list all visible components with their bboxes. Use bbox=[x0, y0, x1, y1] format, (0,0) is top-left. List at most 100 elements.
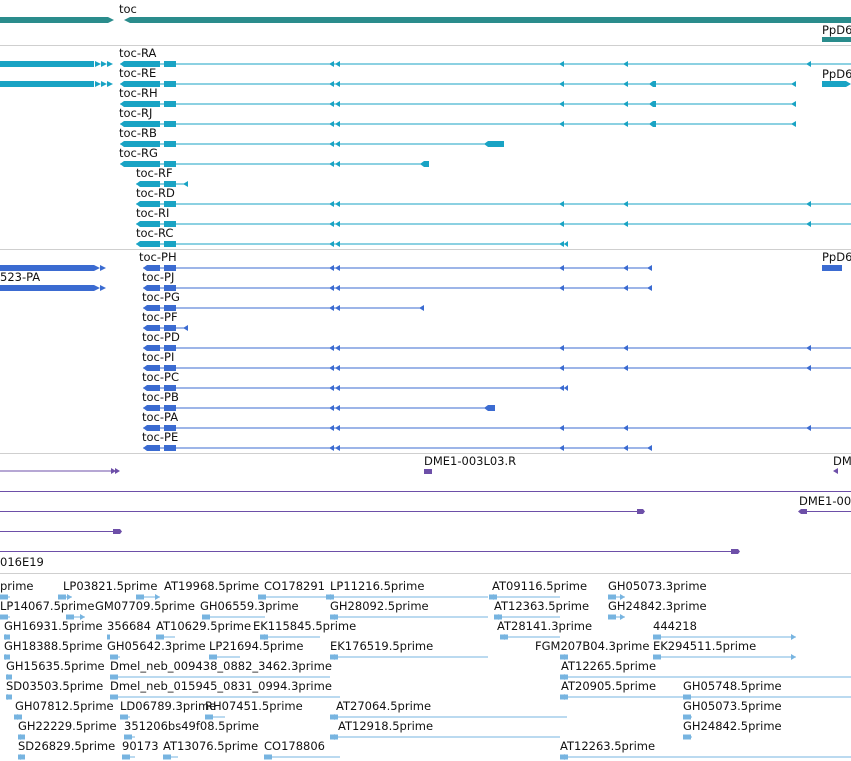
est-feature[interactable]: AT19968.5prime bbox=[136, 579, 259, 600]
arrow-icon bbox=[17, 714, 22, 720]
est-feature[interactable]: SD03503.5prime bbox=[6, 679, 103, 700]
polypeptide-left-feature[interactable] bbox=[0, 265, 94, 271]
gene-toc-bar[interactable] bbox=[124, 17, 851, 23]
polypeptide-toc-pi[interactable]: toc-PI bbox=[142, 350, 851, 371]
est-feature[interactable]: GH18388.5prime bbox=[4, 639, 103, 660]
clone-row-3[interactable]: DME1-00 bbox=[0, 494, 851, 514]
arrow-icon bbox=[791, 634, 796, 640]
arrow-icon bbox=[559, 121, 564, 127]
transcript-left-feature[interactable] bbox=[0, 81, 94, 87]
est-feature[interactable]: 356684 bbox=[107, 619, 151, 640]
polypeptide-toc-pj[interactable]: 523-PA toc-PJ bbox=[0, 270, 652, 291]
est-feature[interactable]: 90173 bbox=[122, 739, 159, 760]
est-feature[interactable]: AT12363.5prime bbox=[494, 599, 589, 620]
est-feature[interactable]: AT12918.5prime bbox=[330, 719, 560, 740]
est-feature[interactable]: GH16931.5prime bbox=[4, 619, 103, 640]
est-feature[interactable]: AT12263.5prime bbox=[560, 739, 851, 760]
arrow-icon bbox=[329, 385, 334, 391]
arrow-icon bbox=[564, 241, 568, 247]
box-icon bbox=[0, 594, 8, 600]
exon bbox=[120, 61, 160, 67]
polypeptide-toc-pb[interactable]: toc-PB bbox=[142, 390, 495, 411]
polypeptide-toc-pc[interactable]: toc-PC bbox=[142, 370, 568, 391]
est-feature[interactable]: prime bbox=[0, 579, 34, 600]
est-feature[interactable]: GH05073.3prime bbox=[608, 579, 707, 600]
est-feature[interactable]: LP11216.5prime bbox=[326, 579, 488, 600]
transcript-toc-rg[interactable]: toc-RG bbox=[119, 146, 429, 167]
clone-row-1[interactable]: DME1-003L03.R DM bbox=[0, 454, 851, 474]
est-feature[interactable]: LP03821.5prime bbox=[58, 579, 157, 600]
polypeptide-toc-pd[interactable]: toc-PD bbox=[142, 330, 851, 351]
est-feature[interactable]: 444218 bbox=[653, 619, 796, 640]
gene-ppd6[interactable]: PpD6 bbox=[822, 23, 851, 42]
clone-row-5[interactable]: 016E19 bbox=[0, 549, 740, 569]
gene-toc[interactable]: toc bbox=[0, 2, 851, 23]
polypeptide-toc-pe[interactable]: toc-PE bbox=[142, 430, 652, 451]
est-feature[interactable]: Dmel_neb_009438_0882_3462.3prime bbox=[110, 659, 332, 680]
est-feature[interactable]: AT10629.5prime bbox=[156, 619, 251, 640]
transcript-toc-rh[interactable]: toc-RH bbox=[119, 86, 796, 107]
arrow-icon bbox=[335, 201, 340, 207]
exon bbox=[420, 161, 429, 167]
transcript-toc-re[interactable]: toc-RE PpD6 bbox=[0, 66, 851, 87]
arrow-icon bbox=[335, 425, 340, 431]
transcript-toc-rf[interactable]: toc-RF bbox=[136, 166, 188, 187]
est-feature[interactable]: FGM207B04.3prime bbox=[535, 639, 649, 660]
arrow-icon bbox=[623, 61, 628, 67]
transcript-toc-rc[interactable]: toc-RC bbox=[136, 226, 568, 247]
est-feature[interactable]: GH22229.5prime bbox=[18, 719, 117, 740]
est-feature[interactable]: AT28141.3prime bbox=[497, 619, 592, 640]
est-feature[interactable]: CO178806 bbox=[264, 739, 340, 760]
polypeptide-toc-pg[interactable]: toc-PG bbox=[142, 290, 424, 311]
polypeptide-left-feature[interactable] bbox=[0, 285, 94, 291]
polypeptide-toc-pf[interactable]: toc-PF bbox=[142, 310, 188, 331]
est-feature[interactable]: GH05642.3prime bbox=[107, 639, 206, 660]
est-feature[interactable]: GH06559.3prime bbox=[200, 599, 299, 620]
est-feature[interactable]: GH24842.5prime bbox=[683, 719, 782, 740]
est-feature[interactable]: EK294511.5prime bbox=[653, 639, 796, 660]
transcript-toc-ra[interactable]: toc-RA bbox=[0, 46, 851, 67]
box-icon bbox=[58, 594, 66, 600]
est-feature[interactable]: EK176519.5prime bbox=[330, 639, 488, 660]
est-feature[interactable]: LP21694.5prime bbox=[209, 639, 303, 660]
box-icon bbox=[653, 654, 661, 660]
transcript-ppd6[interactable] bbox=[822, 81, 846, 87]
est-feature[interactable]: GH07812.5prime bbox=[14, 699, 114, 720]
est-feature[interactable]: AT27064.5prime bbox=[330, 699, 567, 720]
est-feature[interactable]: GH24842.3prime bbox=[608, 599, 707, 620]
est-feature[interactable]: GH05073.5prime bbox=[683, 699, 782, 720]
transcript-toc-rd[interactable]: toc-RD bbox=[136, 186, 851, 207]
est-feature[interactable]: GH28092.5prime bbox=[330, 599, 488, 620]
transcript-toc-rb[interactable]: toc-RB bbox=[119, 126, 504, 147]
transcript-left-feature[interactable] bbox=[0, 61, 94, 67]
est-feature[interactable]: Dmel_neb_015945_0831_0994.3prime bbox=[110, 679, 340, 700]
clone-label: DME1-003L03.R bbox=[424, 454, 516, 468]
gene-ppd6-bar[interactable] bbox=[822, 37, 851, 42]
polypeptide-toc-ph[interactable]: toc-PH PpD6 bbox=[0, 250, 851, 271]
est-feature[interactable]: AT12265.5prime bbox=[560, 659, 851, 680]
clone-row-4[interactable] bbox=[0, 529, 122, 534]
transcript-toc-rj[interactable]: toc-RJ bbox=[119, 106, 796, 127]
est-feature[interactable]: EK115845.5prime bbox=[253, 619, 356, 640]
arrow-icon bbox=[560, 654, 565, 660]
arrow-icon bbox=[329, 121, 334, 127]
est-label: LP03821.5prime bbox=[63, 579, 157, 593]
arrow-icon bbox=[559, 285, 564, 291]
transcript-toc-ri[interactable]: toc-RI bbox=[136, 206, 851, 227]
exon bbox=[136, 221, 160, 227]
est-feature[interactable]: GH05748.5prime bbox=[683, 679, 782, 700]
est-feature[interactable]: GM07709.5prime bbox=[66, 599, 195, 620]
est-feature[interactable]: AT20905.5prime bbox=[560, 679, 851, 700]
gene-left-feature[interactable] bbox=[0, 17, 108, 23]
est-feature[interactable]: LP14067.5prime bbox=[0, 599, 94, 620]
est-feature[interactable]: SD26829.5prime bbox=[18, 739, 115, 760]
box-icon bbox=[136, 594, 144, 600]
est-feature[interactable]: RH07451.5prime bbox=[205, 699, 303, 720]
est-feature[interactable]: GH15635.5prime bbox=[6, 659, 105, 680]
est-feature[interactable]: 351206bs49f08.5prime bbox=[124, 719, 259, 740]
est-feature[interactable]: LD06789.3prime bbox=[120, 699, 216, 720]
polypeptide-toc-pa[interactable]: toc-PA bbox=[142, 410, 851, 431]
est-feature[interactable]: AT09116.5prime bbox=[489, 579, 587, 600]
est-feature[interactable]: AT13076.5prime bbox=[163, 739, 258, 760]
polypeptide-ppd6[interactable] bbox=[822, 265, 842, 271]
